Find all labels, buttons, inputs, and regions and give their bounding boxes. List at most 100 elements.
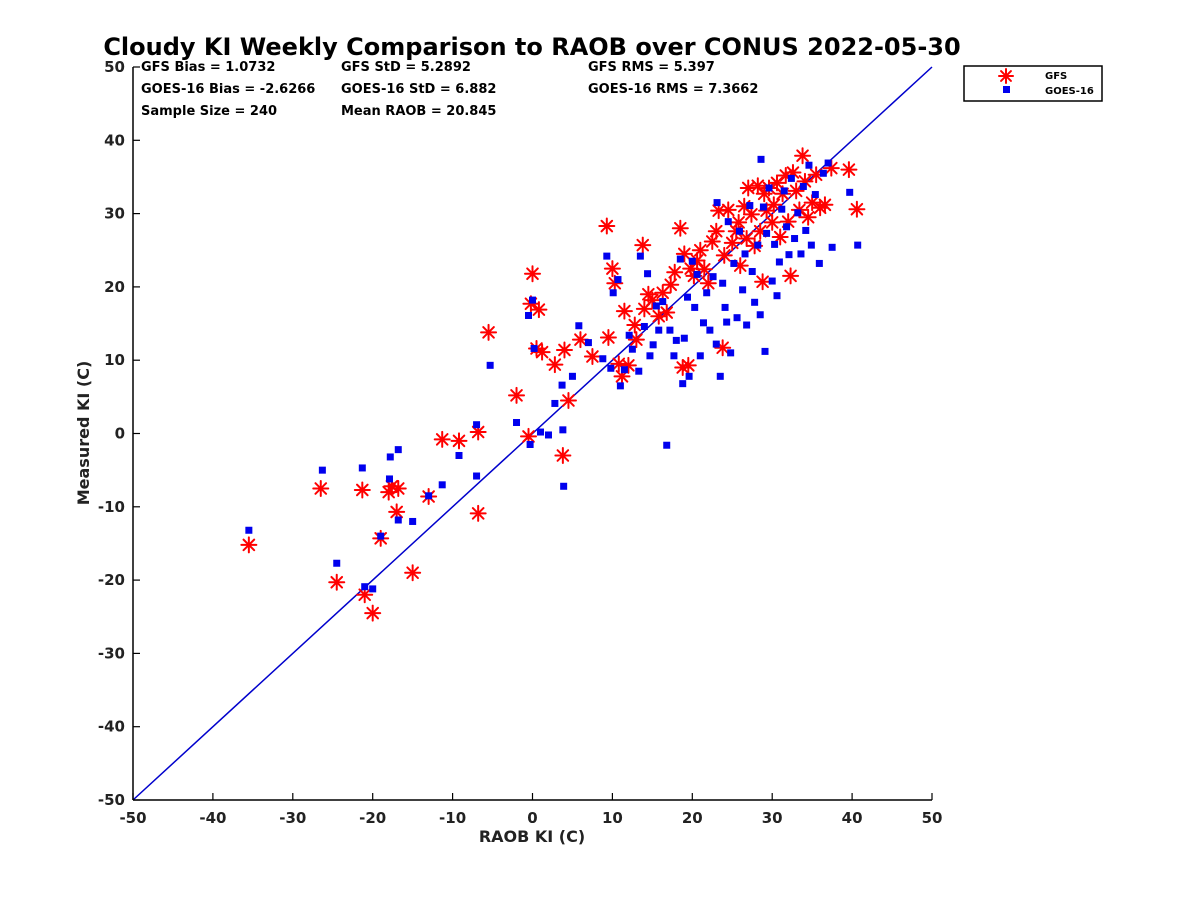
gfs-point xyxy=(626,316,644,334)
goes16-point xyxy=(558,381,566,389)
gfs-point xyxy=(754,273,772,291)
goes16-point xyxy=(754,241,762,249)
goes16-point xyxy=(676,255,684,263)
goes16-point xyxy=(358,464,366,472)
gfs-point xyxy=(691,241,709,259)
goes16-point xyxy=(768,277,776,285)
x-tick-label: 40 xyxy=(842,809,863,827)
goes16-point xyxy=(486,361,494,369)
x-tick-label: -10 xyxy=(439,809,466,827)
goes16-point xyxy=(727,349,735,357)
stat-goes-rms: GOES-16 RMS = 7.3662 xyxy=(588,82,758,97)
goes16-point xyxy=(739,286,747,294)
x-tick-label: 50 xyxy=(922,809,943,827)
goes16-point xyxy=(333,559,341,567)
y-tick-label: 50 xyxy=(104,58,125,76)
gfs-point xyxy=(389,479,407,497)
gfs-point xyxy=(450,432,468,450)
goes16-point xyxy=(797,250,805,258)
goes16-point xyxy=(659,298,667,306)
x-tick-label: 10 xyxy=(602,809,623,827)
gfs-point xyxy=(433,430,451,448)
gfs-point xyxy=(749,177,767,195)
goes16-point xyxy=(679,380,687,388)
axes: -50 -40 -30 -20 -10 0 10 20 30 40 50 50 40 30 20 10 0 -1… xyxy=(98,58,943,827)
goes16-point xyxy=(733,314,741,322)
goes16-point xyxy=(741,250,749,258)
gfs-point xyxy=(771,228,789,246)
goes16-point xyxy=(551,399,559,407)
gfs-point xyxy=(765,196,783,214)
goes16-point xyxy=(536,428,544,436)
goes16-point xyxy=(670,352,678,360)
goes16-point xyxy=(785,251,793,259)
goes16-point xyxy=(693,270,701,278)
goes16-point xyxy=(386,453,394,461)
goes16-point xyxy=(819,169,827,177)
goes16-point xyxy=(706,326,714,334)
goes16-point xyxy=(544,431,552,439)
gfs-point xyxy=(794,147,812,165)
gfs-point xyxy=(312,479,330,497)
goes16-point xyxy=(526,440,534,448)
y-tick-label: -10 xyxy=(98,498,125,516)
y-tick-label: -40 xyxy=(98,718,125,736)
gfs-point xyxy=(240,536,258,554)
legend-goes16-label: GOES-16 xyxy=(1045,86,1094,97)
goes16-point xyxy=(688,257,696,265)
gfs-point xyxy=(546,356,564,374)
goes16-point xyxy=(672,336,680,344)
y-axis-label: Measured KI (C) xyxy=(74,361,93,506)
gfs-point xyxy=(799,208,817,226)
x-axis-ticks: -50 -40 -30 -20 -10 0 10 20 30 40 50 xyxy=(119,793,942,827)
gfs-point xyxy=(671,219,689,237)
y-tick-label: 40 xyxy=(104,131,125,149)
goes16-point xyxy=(763,229,771,237)
gfs-point xyxy=(840,161,858,179)
stat-gfs-rms: GFS RMS = 5.397 xyxy=(588,60,715,75)
goes16-point xyxy=(805,161,813,169)
goes16-point xyxy=(854,241,862,249)
gfs-point xyxy=(619,356,637,374)
goes16-point xyxy=(794,209,802,217)
goes16-point xyxy=(709,273,717,281)
goes16-point xyxy=(828,243,836,251)
goes16-point xyxy=(666,326,674,334)
gfs-point xyxy=(787,182,805,200)
gfs-point xyxy=(508,386,526,404)
x-tick-label: -50 xyxy=(119,809,146,827)
gfs-point xyxy=(662,276,680,294)
legend-gfs-asterisk xyxy=(998,68,1014,84)
goes16-point xyxy=(780,187,788,195)
goes16-point xyxy=(685,372,693,380)
goes16-point xyxy=(802,226,810,234)
x-tick-label: -30 xyxy=(279,809,306,827)
goes16-point xyxy=(761,347,769,355)
goes16-point xyxy=(394,516,402,524)
goes16-point xyxy=(640,322,648,330)
goes16-point xyxy=(699,319,707,327)
gfs-point xyxy=(666,263,684,281)
y-axis-ticks: 50 40 30 20 10 0 -10 -20 -30 -40 -50 xyxy=(98,58,140,809)
goes16-point xyxy=(846,188,854,196)
goes16-point xyxy=(620,366,628,374)
goes16-point xyxy=(369,585,377,593)
goes16-point xyxy=(703,289,711,297)
goes16-point xyxy=(775,258,783,266)
goes16-point xyxy=(607,364,615,372)
goes16-point xyxy=(559,426,567,434)
gfs-point xyxy=(816,196,834,214)
gfs-point xyxy=(524,265,541,283)
goes16-point xyxy=(652,302,660,310)
goes16-point xyxy=(473,472,481,480)
statistics-block: GFS Bias = 1.0732 GOES-16 Bias = -2.6266… xyxy=(141,60,758,119)
legend-gfs-label: GFS xyxy=(1045,71,1067,82)
goes16-point xyxy=(713,199,721,207)
goes16-point xyxy=(609,289,617,297)
gfs-point xyxy=(533,343,551,361)
x-tick-label: 20 xyxy=(682,809,703,827)
goes16-point xyxy=(716,372,724,380)
gfs-point xyxy=(730,213,748,231)
gfs-point xyxy=(615,302,633,320)
goes16-point xyxy=(599,355,607,363)
